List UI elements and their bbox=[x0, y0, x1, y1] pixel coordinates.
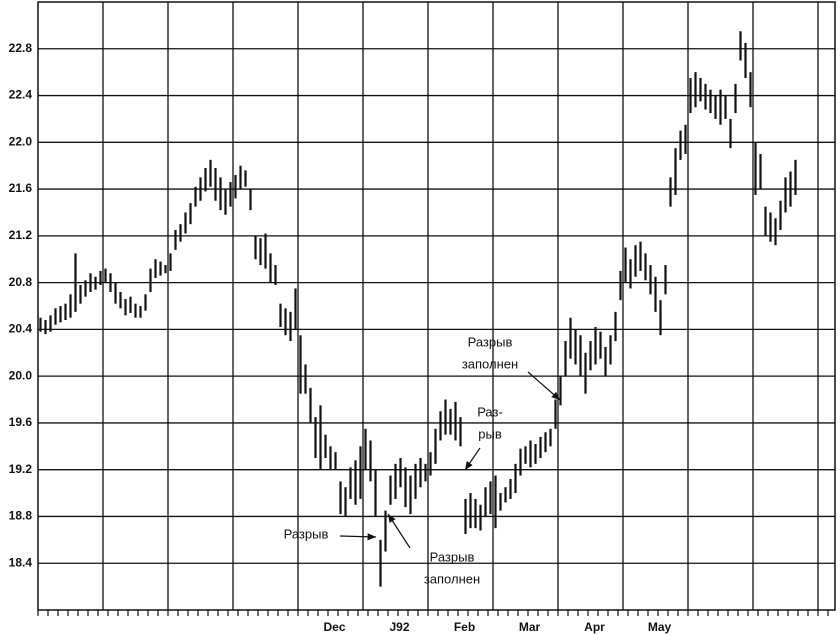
x-tick-label: Apr bbox=[584, 620, 605, 634]
annotation-text: Разрыв bbox=[430, 549, 475, 564]
y-tick-label: 20.0 bbox=[9, 368, 33, 382]
annotation-text: Раз- bbox=[477, 404, 503, 419]
annotation-text: Разрыв bbox=[284, 526, 329, 541]
y-tick-label: 20.4 bbox=[9, 322, 33, 336]
annotation-arrow bbox=[387, 513, 411, 549]
annotation-arrow bbox=[339, 533, 377, 541]
annotation-arrow bbox=[464, 447, 481, 471]
y-tick-label: 20.8 bbox=[9, 275, 33, 289]
annotation-text: заполнен bbox=[462, 356, 518, 371]
y-tick-label: 22.0 bbox=[9, 134, 33, 148]
x-tick-label: J92 bbox=[389, 620, 409, 634]
y-tick-label: 19.2 bbox=[9, 462, 33, 476]
plot-frame bbox=[37, 1, 836, 611]
x-tick-label: Dec bbox=[323, 620, 345, 634]
y-tick-label: 21.2 bbox=[9, 228, 33, 242]
annotation-text: Разрыв bbox=[468, 334, 513, 349]
x-tick-label: May bbox=[648, 620, 672, 634]
y-tick-label: 22.8 bbox=[9, 41, 33, 55]
y-tick-label: 19.6 bbox=[9, 415, 33, 429]
x-tick-label: Feb bbox=[454, 620, 475, 634]
y-tick-label: 22.4 bbox=[9, 88, 33, 102]
x-tick-label: Mar bbox=[519, 620, 541, 634]
annotation-arrow bbox=[527, 371, 561, 401]
y-tick-label: 21.6 bbox=[9, 181, 33, 195]
annotation-text: рыв bbox=[478, 426, 502, 441]
annotation-text: заполнен bbox=[424, 571, 480, 586]
y-tick-label: 18.8 bbox=[9, 509, 33, 523]
y-tick-label: 18.4 bbox=[9, 555, 33, 569]
